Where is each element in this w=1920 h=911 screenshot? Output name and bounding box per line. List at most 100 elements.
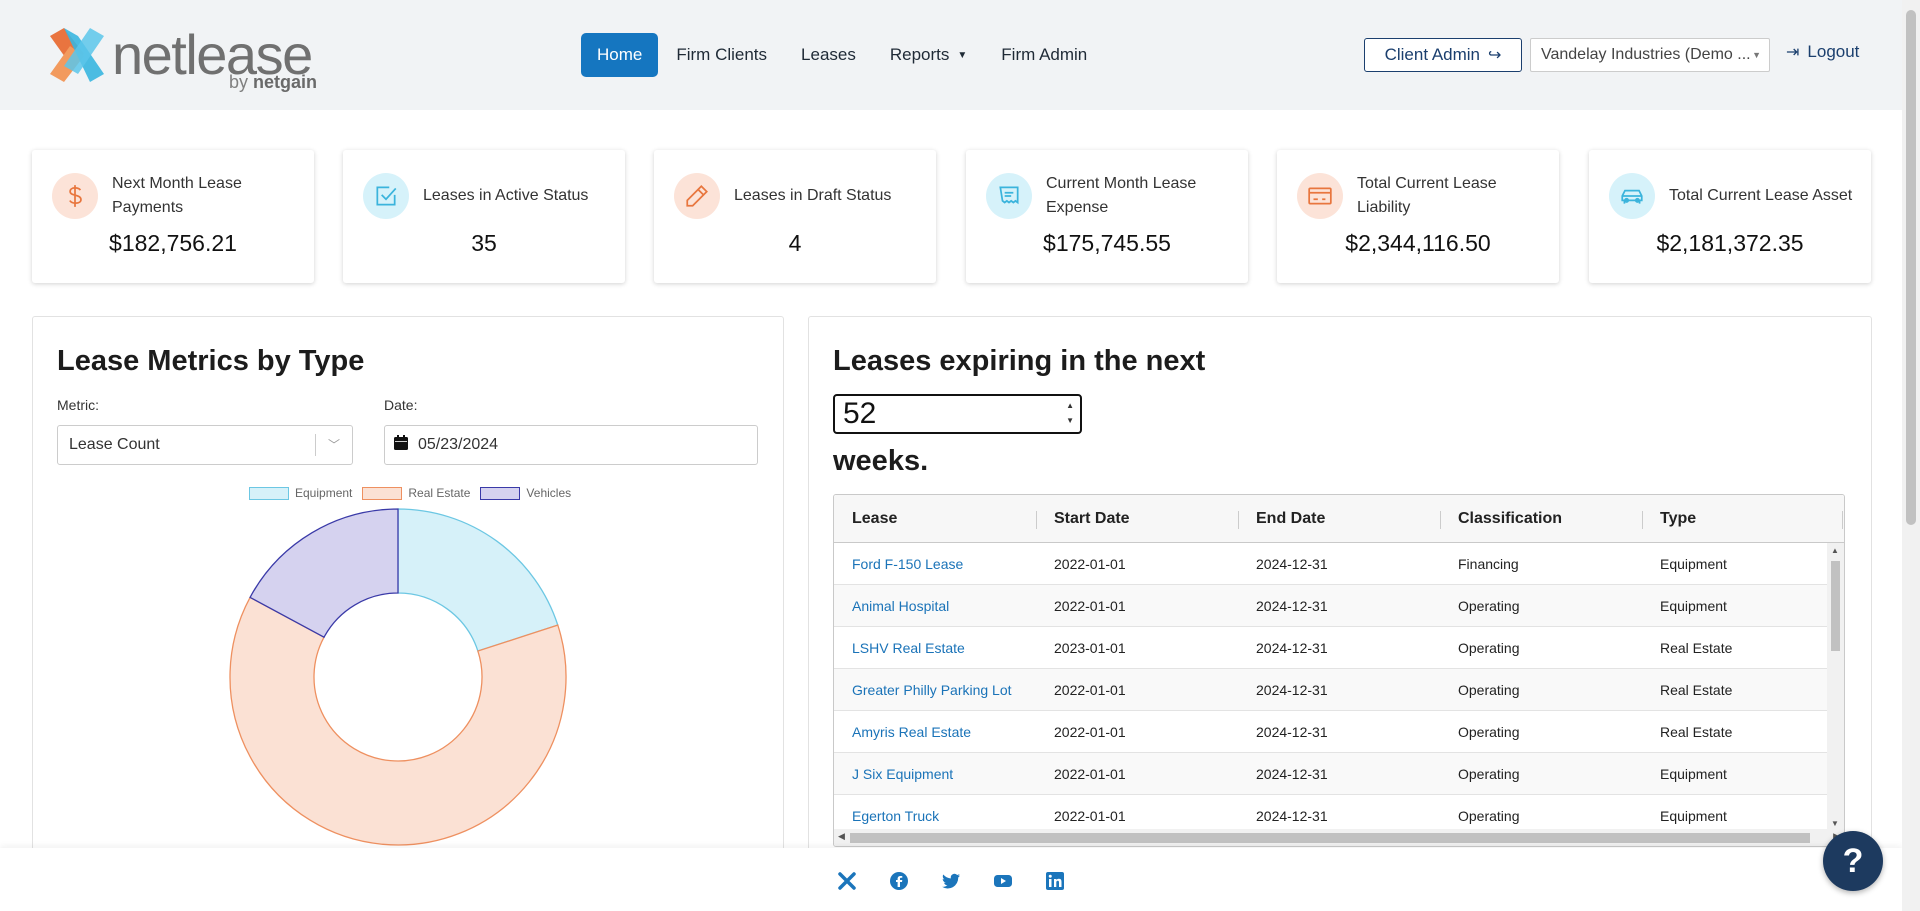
netgain-icon[interactable]	[836, 870, 858, 892]
legend-item-vehicles[interactable]: Vehicles	[480, 486, 571, 500]
metric-label: Metric:	[57, 397, 99, 413]
scroll-up-icon[interactable]: ▲	[1831, 546, 1839, 555]
expiring-title-prefix: Leases expiring in the next	[833, 345, 1206, 377]
social-links	[836, 870, 1096, 892]
logo-byline: by netgain	[229, 72, 318, 92]
lease-link[interactable]: Egerton Truck	[852, 808, 940, 824]
legend-item-equipment[interactable]: Equipment	[249, 486, 352, 500]
table-vertical-scrollbar[interactable]: ▲ ▼	[1827, 543, 1844, 831]
table-cell: 2022-01-01	[1054, 598, 1126, 614]
kpi-value: $2,181,372.35	[1656, 230, 1804, 256]
logo-wordmark: netlease	[112, 23, 313, 86]
youtube-icon[interactable]	[992, 870, 1014, 892]
kpi-value: $2,344,116.50	[1345, 230, 1491, 256]
table-cell: 2024-12-31	[1256, 766, 1328, 782]
page-scrollbar-thumb[interactable]	[1906, 10, 1916, 525]
lease-link[interactable]: Ford F-150 Lease	[852, 556, 964, 572]
column-header-type[interactable]: Type	[1660, 510, 1697, 527]
kpi-value: $175,745.55	[1043, 230, 1171, 256]
chart-legend: Equipment Real Estate Vehicles	[249, 486, 581, 500]
legend-swatch	[480, 486, 521, 500]
lease-link[interactable]: LSHV Real Estate	[852, 640, 965, 656]
checkbox-icon	[363, 173, 409, 219]
scrollbar-thumb[interactable]	[1831, 561, 1840, 651]
donut-slice-vehicles[interactable]	[249, 508, 399, 639]
expiring-title-suffix: weeks.	[833, 445, 929, 477]
lease-type-donut-chart	[229, 508, 567, 846]
lease-link[interactable]: Greater Philly Parking Lot	[852, 682, 1012, 698]
linkedin-icon[interactable]	[1044, 870, 1066, 892]
lease-metrics-panel: Lease Metrics by Type Metric: Date: Leas…	[32, 316, 784, 911]
weeks-input[interactable]: 52 ▲ ▼	[833, 394, 1082, 434]
logout-label: Logout	[1807, 42, 1860, 61]
table-cell: 2022-01-01	[1054, 808, 1126, 824]
table-cell: Real Estate	[1660, 682, 1733, 698]
column-header-classification[interactable]: Classification	[1458, 510, 1563, 527]
scrollbar-thumb[interactable]	[850, 833, 1810, 843]
page-vertical-scrollbar[interactable]	[1902, 0, 1920, 911]
table-cell: Equipment	[1660, 808, 1727, 824]
table-cell: Real Estate	[1660, 724, 1733, 740]
column-header-lease[interactable]: Lease	[852, 510, 898, 527]
legend-item-real-estate[interactable]: Real Estate	[362, 486, 470, 500]
metric-select[interactable]: Lease Count ﹀	[57, 425, 353, 465]
logout-icon: ⇥	[1786, 44, 1800, 61]
facebook-icon[interactable]	[888, 870, 910, 892]
table-cell: Real Estate	[1660, 640, 1733, 656]
column-separator[interactable]	[1238, 511, 1239, 529]
kpi-label: Current Month Lease Expense	[1046, 175, 1197, 216]
client-select[interactable]: Vandelay Industries (Demo ... ▼	[1530, 38, 1770, 72]
scroll-down-icon[interactable]: ▼	[1831, 819, 1839, 828]
logout-link[interactable]: ⇥ Logout	[1786, 42, 1859, 62]
column-separator[interactable]	[1642, 511, 1643, 529]
kpi-label: Leases in Active Status	[423, 187, 589, 204]
netlease-logo[interactable]: netlease by netgain	[46, 23, 321, 92]
nav-reports[interactable]: Reports ▼	[874, 33, 983, 77]
table-cell: 2024-12-31	[1256, 808, 1328, 824]
table-body: Ford F-150 Lease 2022-01-01 2024-12-31 Fina…	[834, 543, 1829, 831]
date-input[interactable]: 05/23/2024	[384, 425, 758, 465]
metric-select-value: Lease Count	[69, 436, 160, 453]
nav-reports-label: Reports	[889, 45, 950, 64]
column-header-end-date[interactable]: End Date	[1256, 510, 1326, 527]
donut-slice-real-estate[interactable]	[229, 596, 567, 846]
card-icon	[1297, 173, 1343, 219]
table-cell: Operating	[1458, 724, 1520, 740]
kpi-label: Next Month Lease Payments	[112, 175, 242, 216]
nav-firm-admin[interactable]: Firm Admin	[1001, 45, 1088, 64]
table-row: Animal Hospital 2022-01-01 2024-12-31 Opera…	[834, 585, 1829, 627]
legend-swatch	[362, 486, 403, 500]
nav-leases[interactable]: Leases	[801, 45, 856, 64]
nav-home[interactable]: Home	[581, 33, 659, 77]
twitter-icon[interactable]	[940, 870, 962, 892]
donut-slice-equipment[interactable]	[397, 508, 559, 652]
table-horizontal-scrollbar[interactable]: ◀ ▶	[834, 829, 1844, 846]
redirect-arrow-icon: ↪	[1488, 47, 1502, 64]
top-header: netlease by netgain Home Firm Clients Le…	[0, 0, 1902, 110]
lease-link[interactable]: Animal Hospital	[852, 598, 950, 614]
weeks-stepper[interactable]: ▲ ▼	[1066, 398, 1074, 428]
date-label: Date:	[384, 397, 418, 413]
client-admin-button[interactable]: Client Admin ↪	[1364, 38, 1522, 72]
table-cell: 2022-01-01	[1054, 724, 1126, 740]
column-header-start-date[interactable]: Start Date	[1054, 510, 1130, 527]
column-separator[interactable]	[1842, 511, 1843, 529]
nav-firm-clients[interactable]: Firm Clients	[676, 45, 768, 64]
lease-link[interactable]: J Six Equipment	[852, 766, 954, 782]
table-row: Greater Philly Parking Lot 2022-01-01 2024…	[834, 669, 1829, 711]
footer	[0, 848, 1902, 911]
column-separator[interactable]	[1440, 511, 1441, 529]
column-separator[interactable]	[1036, 511, 1037, 529]
lease-link[interactable]: Amyris Real Estate	[852, 724, 972, 740]
table-cell: 2024-12-31	[1256, 724, 1328, 740]
chevron-down-icon: ﹀	[327, 438, 340, 452]
table-row: Egerton Truck 2022-01-01 2024-12-31 Operati…	[834, 795, 1829, 831]
stepper-up-icon[interactable]: ▲	[1066, 401, 1074, 410]
kpi-label: Total Current Lease Liability	[1357, 175, 1497, 216]
stepper-down-icon[interactable]: ▼	[1066, 416, 1074, 425]
table-cell: Equipment	[1660, 598, 1727, 614]
table-cell: 2022-01-01	[1054, 766, 1126, 782]
kpi-card-active-leases: Leases in Active Status 35	[343, 150, 625, 283]
scroll-left-icon[interactable]: ◀	[838, 831, 845, 841]
help-button[interactable]: ?	[1823, 831, 1883, 891]
